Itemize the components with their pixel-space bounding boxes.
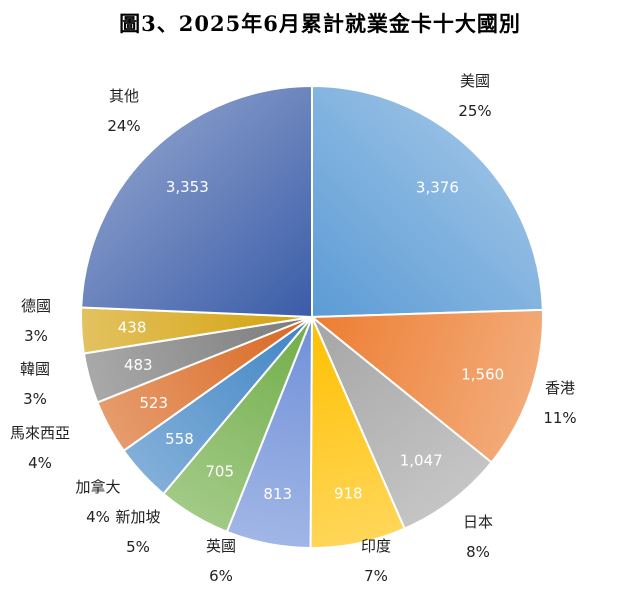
slice-category-label: 新加坡	[115, 508, 160, 526]
pie-slice-10	[80, 84, 313, 319]
slice-percent-label: 5%	[126, 538, 150, 556]
slice-percent-label: 4%	[86, 508, 110, 526]
slice-percent-label: 11%	[543, 409, 576, 427]
slice-percent-label: 6%	[209, 567, 233, 585]
chart-title: 圖3、2025年6月累計就業金卡十大國別	[119, 11, 521, 36]
slice-value-label: 813	[263, 485, 292, 503]
pie-slice-0	[311, 84, 544, 319]
slice-value-label: 1,047	[400, 451, 443, 469]
slice-value-label: 523	[139, 394, 168, 412]
slice-category-label: 加拿大	[75, 478, 120, 496]
slice-value-label: 3,376	[416, 179, 459, 197]
slice-value-label: 705	[205, 463, 234, 481]
slice-category-label: 香港	[545, 379, 575, 397]
pie-slice-1	[309, 308, 544, 464]
slice-category-label: 美國	[460, 72, 490, 90]
slice-percent-label: 3%	[24, 327, 48, 345]
slice-category-label: 日本	[463, 513, 493, 531]
slice-value-label: 918	[334, 485, 363, 503]
slice-value-label: 558	[165, 430, 194, 448]
slice-category-label: 印度	[361, 537, 391, 555]
slice-category-label: 韓國	[20, 360, 50, 378]
slice-percent-label: 4%	[28, 454, 52, 472]
slice-percent-label: 25%	[458, 102, 491, 120]
slice-value-label: 1,560	[461, 366, 504, 384]
slice-percent-label: 3%	[23, 390, 47, 408]
pie-slice-2	[311, 316, 493, 530]
slice-percent-label: 8%	[466, 543, 490, 561]
slice-category-label: 英國	[206, 537, 236, 555]
slice-category-label: 德國	[21, 297, 51, 315]
slice-percent-label: 24%	[107, 117, 140, 135]
slice-percent-label: 7%	[364, 567, 388, 585]
slice-category-label: 其他	[109, 87, 139, 105]
slice-value-label: 438	[118, 319, 147, 337]
slice-value-label: 3,353	[166, 178, 209, 196]
slice-value-label: 483	[124, 356, 153, 374]
slice-category-label: 馬來西亞	[10, 424, 70, 442]
